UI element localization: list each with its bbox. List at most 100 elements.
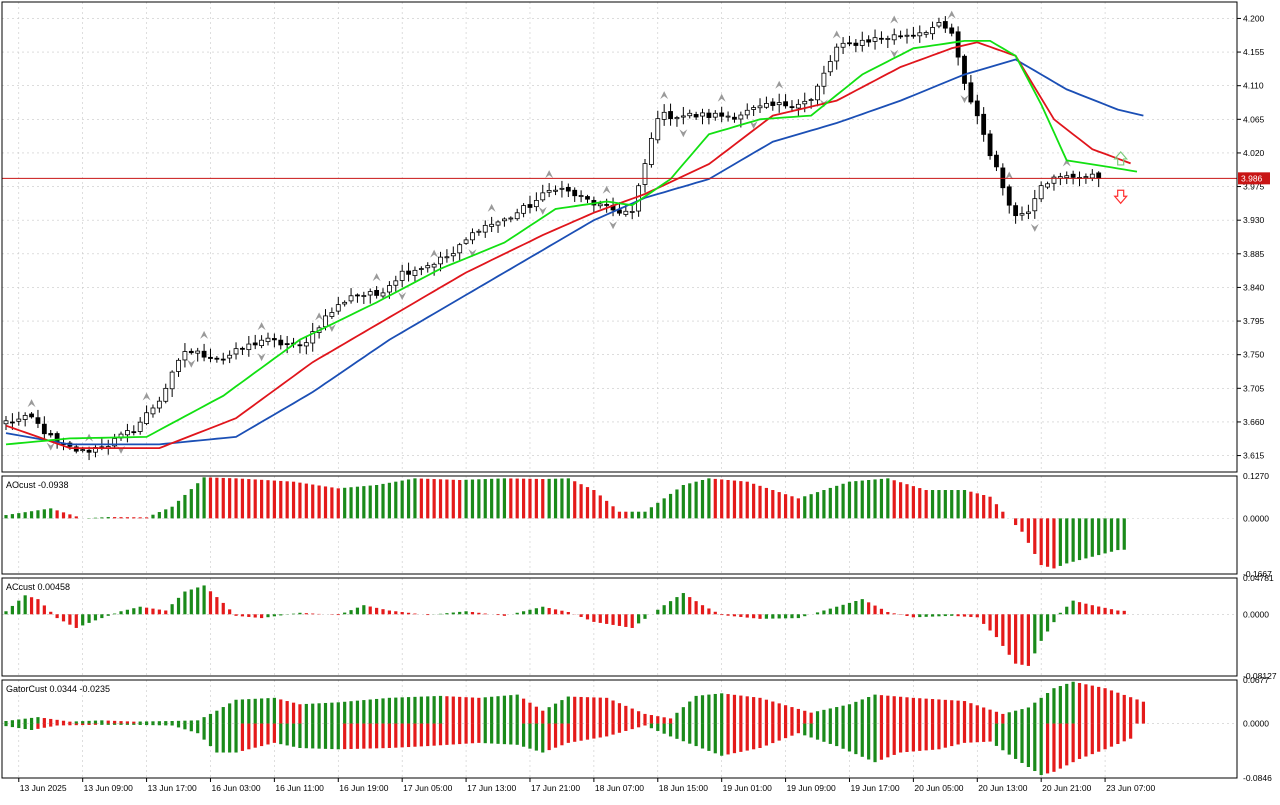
candle[interactable] — [214, 356, 220, 363]
candle[interactable] — [572, 187, 578, 202]
candle[interactable] — [674, 115, 680, 127]
candle[interactable] — [1013, 202, 1019, 224]
candle[interactable] — [1038, 181, 1044, 203]
candle[interactable] — [470, 228, 475, 245]
candle[interactable] — [444, 249, 450, 263]
candle[interactable] — [942, 16, 948, 33]
candle[interactable] — [962, 54, 967, 91]
candle[interactable] — [144, 405, 149, 426]
candle[interactable] — [591, 196, 597, 213]
candle[interactable] — [482, 220, 488, 238]
candle[interactable] — [859, 31, 865, 52]
candle[interactable] — [508, 216, 514, 223]
candle[interactable] — [233, 342, 239, 360]
candle[interactable] — [176, 358, 181, 377]
candle[interactable] — [815, 83, 820, 107]
candle[interactable] — [1089, 169, 1095, 182]
candle[interactable] — [655, 110, 661, 144]
candle[interactable] — [284, 335, 290, 354]
candle[interactable] — [866, 35, 872, 47]
candle[interactable] — [1096, 171, 1102, 188]
candle[interactable] — [648, 132, 654, 168]
candle[interactable] — [1070, 170, 1076, 185]
candle[interactable] — [278, 335, 284, 350]
candle[interactable] — [150, 404, 156, 418]
candle[interactable] — [240, 346, 245, 356]
candle[interactable] — [840, 37, 846, 55]
candle[interactable] — [310, 322, 316, 352]
candle[interactable] — [565, 183, 571, 198]
candle[interactable] — [764, 96, 769, 109]
candle[interactable] — [827, 55, 833, 76]
candle[interactable] — [987, 130, 993, 160]
candle[interactable] — [642, 159, 648, 193]
candle[interactable] — [949, 23, 955, 37]
candle[interactable] — [118, 431, 124, 441]
candle[interactable] — [661, 104, 667, 126]
candle[interactable] — [163, 383, 169, 404]
candle[interactable] — [936, 17, 942, 29]
candle[interactable] — [834, 43, 840, 70]
candle[interactable] — [297, 340, 303, 354]
candle[interactable] — [418, 266, 424, 276]
candle[interactable] — [463, 237, 469, 245]
candle[interactable] — [406, 262, 411, 282]
candle[interactable] — [29, 412, 34, 419]
candle[interactable] — [1057, 172, 1063, 186]
candle[interactable] — [348, 288, 354, 304]
candle[interactable] — [795, 99, 801, 117]
candle[interactable] — [259, 335, 265, 349]
candle[interactable] — [169, 370, 175, 397]
candle[interactable] — [361, 291, 367, 304]
candle[interactable] — [853, 39, 859, 53]
candle[interactable] — [502, 217, 507, 227]
candle[interactable] — [789, 100, 795, 113]
candle[interactable] — [770, 98, 776, 111]
candle[interactable] — [450, 246, 456, 262]
candle[interactable] — [16, 411, 22, 426]
candle[interactable] — [693, 111, 699, 120]
candle[interactable] — [757, 98, 763, 113]
candle[interactable] — [41, 416, 47, 441]
candle[interactable] — [821, 65, 827, 95]
candle[interactable] — [125, 423, 130, 443]
candle[interactable] — [744, 103, 750, 119]
candle[interactable] — [201, 343, 207, 362]
candle[interactable] — [1064, 171, 1070, 185]
candle[interactable] — [930, 21, 935, 40]
candle[interactable] — [380, 288, 386, 300]
candle[interactable] — [35, 409, 41, 429]
candle[interactable] — [188, 348, 194, 355]
candle[interactable] — [335, 296, 341, 315]
candle[interactable] — [559, 180, 565, 198]
candle[interactable] — [553, 185, 558, 196]
candle[interactable] — [872, 29, 878, 50]
candle[interactable] — [783, 94, 788, 109]
candle[interactable] — [1019, 206, 1025, 221]
candle[interactable] — [680, 106, 686, 125]
candle[interactable] — [712, 110, 718, 121]
candle[interactable] — [1045, 181, 1050, 190]
candle[interactable] — [1051, 174, 1057, 191]
candle[interactable] — [687, 109, 693, 119]
candle[interactable] — [1000, 163, 1006, 196]
candle[interactable] — [342, 300, 348, 307]
candle[interactable] — [974, 94, 980, 125]
candle[interactable] — [112, 433, 118, 448]
candle[interactable] — [968, 74, 974, 105]
candle[interactable] — [994, 150, 999, 172]
candle[interactable] — [425, 262, 431, 273]
candle[interactable] — [457, 242, 463, 262]
candle[interactable] — [367, 288, 373, 304]
candle[interactable] — [891, 28, 897, 45]
candle[interactable] — [355, 293, 360, 303]
candle[interactable] — [725, 111, 731, 122]
candle[interactable] — [246, 336, 252, 357]
candle[interactable] — [629, 204, 635, 220]
candle[interactable] — [476, 228, 482, 236]
candle[interactable] — [540, 184, 546, 202]
gator-panel[interactable]: GatorCust 0.0344 -0.0235 — [4, 681, 1146, 776]
candle[interactable] — [1032, 189, 1038, 219]
candle[interactable] — [751, 105, 757, 117]
